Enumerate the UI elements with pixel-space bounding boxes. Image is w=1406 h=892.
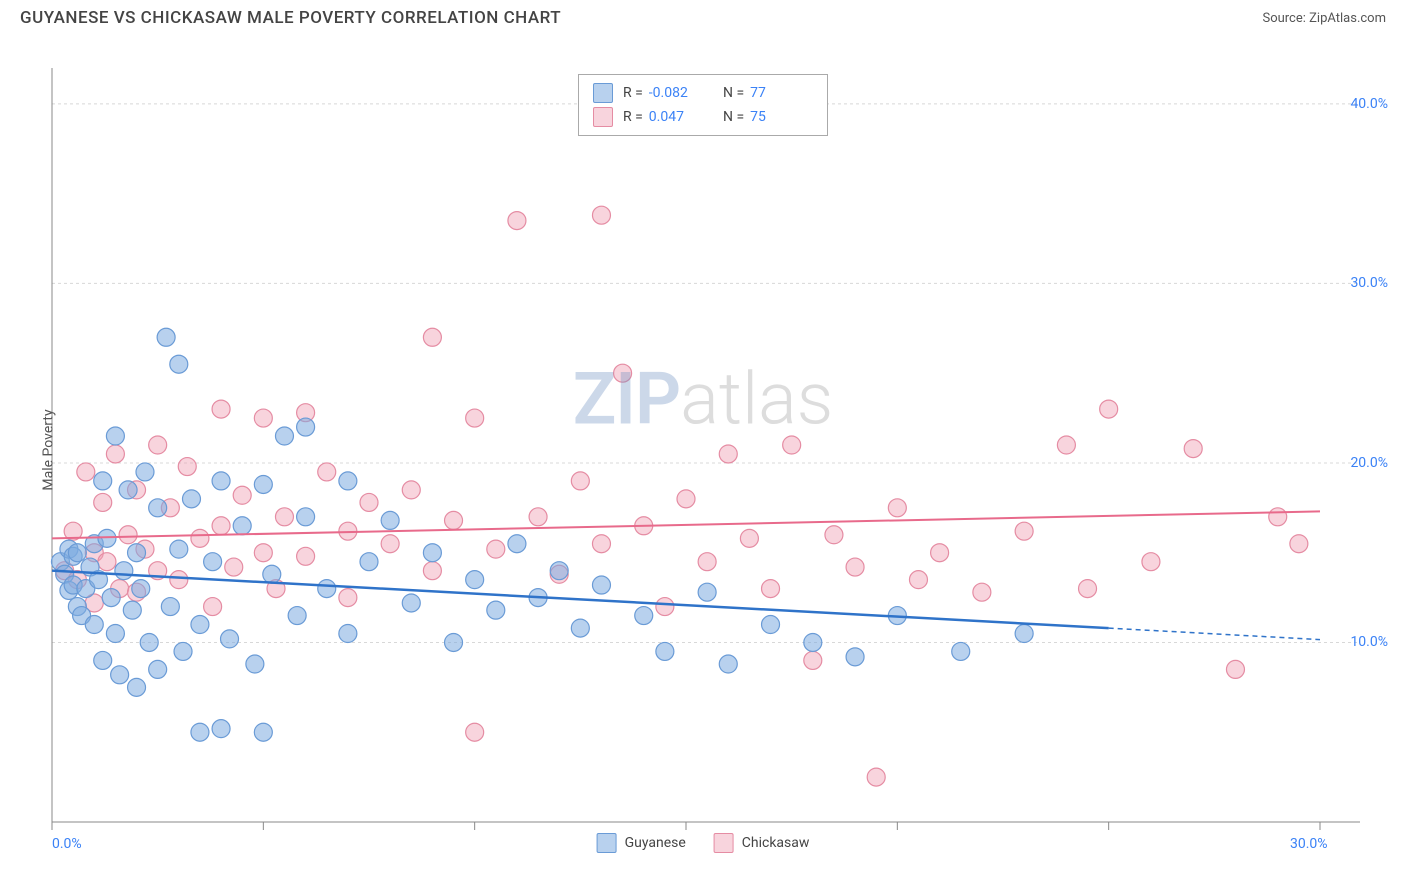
legend-n-value-guyanese: 77 (750, 85, 766, 101)
legend-r-label: R = (623, 85, 643, 101)
y-tick-label: 10.0% (1350, 634, 1388, 650)
legend-row-chickasaw: R = 0.047 N = 75 (593, 105, 813, 129)
x-tick-label: 30.0% (1290, 836, 1328, 852)
y-tick-label: 20.0% (1350, 455, 1388, 471)
legend-row-guyanese: R = -0.082 N = 77 (593, 81, 813, 105)
legend-swatch-guyanese (597, 833, 617, 853)
y-tick-label: 40.0% (1350, 96, 1388, 112)
y-tick-label: 30.0% (1350, 275, 1388, 291)
chart-container: Male Poverty ZIPatlas R = -0.082 N = 77 … (0, 32, 1406, 867)
legend-item-chickasaw: Chickasaw (714, 833, 810, 853)
legend-label-chickasaw: Chickasaw (742, 835, 810, 851)
legend-correlation-box: R = -0.082 N = 77 R = 0.047 N = 75 (578, 74, 828, 136)
legend-r-value-chickasaw: 0.047 (649, 109, 684, 125)
legend-swatch-chickasaw (593, 107, 613, 127)
legend-n-label: N = (723, 109, 744, 125)
y-axis-label: Male Poverty (41, 409, 57, 490)
legend-r-value-guyanese: -0.082 (649, 85, 688, 101)
x-tick-label: 0.0% (52, 836, 82, 852)
legend-item-guyanese: Guyanese (597, 833, 686, 853)
legend-swatch-guyanese (593, 83, 613, 103)
legend-label-guyanese: Guyanese (625, 835, 686, 851)
scatter-chart-svg (0, 32, 1406, 867)
header: GUYANESE VS CHICKASAW MALE POVERTY CORRE… (0, 0, 1406, 32)
legend-series-box: Guyanese Chickasaw (597, 833, 810, 853)
legend-n-label: N = (723, 85, 744, 101)
legend-n-value-chickasaw: 75 (750, 109, 766, 125)
chart-title: GUYANESE VS CHICKASAW MALE POVERTY CORRE… (20, 8, 561, 28)
legend-swatch-chickasaw (714, 833, 734, 853)
source-attribution: Source: ZipAtlas.com (1262, 11, 1386, 26)
legend-r-label: R = (623, 109, 643, 125)
